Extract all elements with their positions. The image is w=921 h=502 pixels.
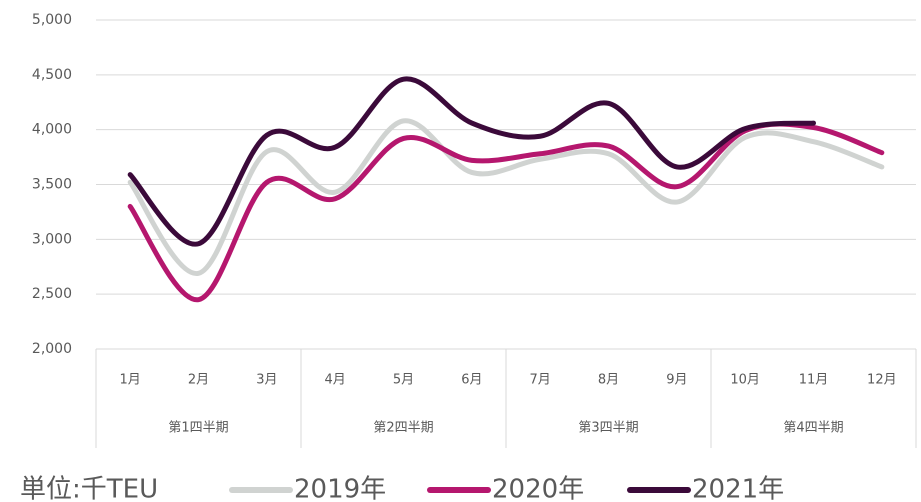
- x-tick-label: 7月: [530, 373, 551, 388]
- x-tick-label: 9月: [666, 373, 687, 388]
- x-tick-label: 1月: [120, 373, 141, 388]
- y-tick-label: 3,500: [32, 177, 72, 193]
- y-tick-label: 2,000: [32, 341, 72, 357]
- series-line: [127, 118, 885, 276]
- group-label: 第3四半期: [578, 421, 638, 436]
- group-label: 第1四半期: [168, 421, 228, 436]
- x-tick-label: 8月: [598, 373, 619, 388]
- x-tick-label: 2月: [188, 373, 209, 388]
- legend-label: 2020年: [492, 475, 584, 502]
- group-label: 第4四半期: [783, 421, 843, 436]
- x-tick-label: 5月: [393, 373, 414, 388]
- series-line: [127, 121, 885, 303]
- x-tick-label: 11月: [799, 373, 829, 388]
- legend-label: 2021年: [692, 475, 784, 502]
- group-label: 第2四半期: [373, 421, 433, 436]
- y-tick-label: 2,500: [32, 286, 72, 302]
- x-tick-label: 6月: [461, 373, 482, 388]
- series-line: [127, 76, 816, 247]
- x-tick-label: 4月: [325, 373, 346, 388]
- x-tick-label: 3月: [256, 373, 277, 388]
- y-tick-label: 3,000: [32, 231, 72, 247]
- legend-label: 2019年: [294, 475, 386, 502]
- unit-label: 単位:千TEU: [20, 475, 158, 502]
- x-tick-label: 12月: [867, 373, 897, 388]
- y-tick-label: 5,000: [32, 12, 72, 28]
- y-tick-label: 4,500: [32, 67, 72, 83]
- x-tick-label: 10月: [730, 373, 760, 388]
- y-tick-label: 4,000: [32, 122, 72, 138]
